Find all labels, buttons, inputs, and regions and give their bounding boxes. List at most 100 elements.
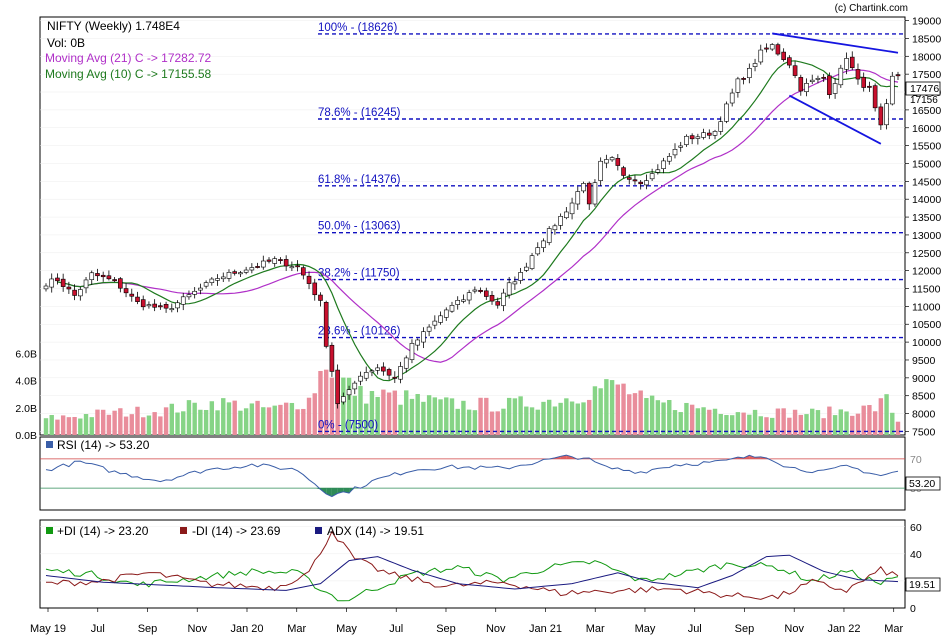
candle	[861, 72, 866, 92]
volume-bar	[392, 390, 398, 435]
candle-body	[661, 160, 666, 169]
volume-bar	[432, 397, 438, 435]
fibonacci-levels: 100% - (18626) 78.6% - (16245) 61.8% - (14…	[318, 22, 905, 433]
candle-body	[398, 366, 403, 380]
candle	[140, 295, 146, 311]
candle-body	[707, 132, 712, 136]
volume-bar	[621, 383, 626, 435]
candle	[318, 292, 323, 307]
volume-bars	[43, 369, 901, 435]
price-candles	[43, 42, 901, 409]
candle-body	[832, 83, 838, 94]
volume-bar	[615, 384, 621, 435]
volume-bar	[815, 410, 821, 435]
candle-body	[192, 290, 197, 295]
candle	[272, 256, 278, 267]
candle	[729, 88, 735, 107]
candle-body	[421, 331, 426, 343]
volume-bar	[369, 390, 375, 435]
volume-bar	[638, 390, 643, 435]
candle-body	[569, 202, 575, 215]
adx-legend-text: ADX (14) -> 19.51	[327, 524, 424, 538]
volume-bar	[735, 412, 741, 435]
candle-body	[598, 160, 603, 181]
price-tick-label: 18500	[912, 33, 941, 45]
volume-bar	[289, 402, 295, 435]
candle-body	[49, 278, 55, 288]
candle	[289, 261, 295, 272]
volume-bar	[89, 417, 94, 435]
candle-body	[506, 282, 512, 296]
candle	[60, 273, 66, 292]
candle-body	[575, 191, 581, 205]
volume-bar	[295, 409, 300, 435]
candle	[135, 291, 140, 305]
candle	[495, 297, 501, 309]
moving-averages	[57, 60, 899, 382]
candle-body	[541, 240, 546, 248]
candle-body	[118, 278, 123, 289]
candle	[95, 268, 100, 281]
candle-body	[209, 278, 215, 283]
volume-bar	[118, 408, 123, 435]
ma10-legend: Moving Avg (10) C -> 17155.58	[45, 67, 212, 81]
volume-bar	[60, 415, 66, 435]
candle	[626, 174, 632, 185]
volume-bar	[346, 377, 352, 435]
candle	[672, 143, 678, 159]
price-tick-label: 10500	[912, 319, 941, 331]
candle	[832, 78, 838, 99]
volume-bar	[850, 415, 855, 435]
candle-body	[781, 51, 786, 60]
candle	[518, 267, 523, 284]
volume-bar	[821, 418, 826, 435]
volume-bar	[95, 409, 100, 435]
candle-body	[872, 85, 878, 109]
dmi-tick-label: 40	[910, 549, 922, 561]
candle	[146, 301, 152, 309]
candle-body	[529, 255, 535, 269]
candle-body	[792, 65, 798, 76]
candle	[552, 223, 558, 235]
candle-body	[146, 304, 152, 307]
volume-bar	[741, 412, 746, 435]
candle	[283, 255, 289, 271]
candle	[712, 129, 718, 140]
candle-body	[712, 131, 718, 136]
volume-bar	[266, 407, 272, 435]
volume-bar	[810, 408, 815, 435]
trendline	[788, 94, 882, 145]
volume-bar	[506, 397, 512, 435]
dmi-legend: +DI (14) -> 23.20 -DI (14) -> 23.69 ADX …	[46, 524, 424, 538]
volume-bar	[404, 390, 409, 435]
volume-bar	[261, 407, 266, 435]
volume-bar	[872, 411, 878, 435]
volume-bar	[364, 403, 369, 435]
candle	[701, 128, 706, 140]
price-tick-label: 19000	[912, 16, 941, 28]
candle	[158, 302, 163, 310]
volume-bar	[141, 417, 146, 435]
volume-bar	[352, 395, 357, 435]
candle-body	[386, 369, 392, 376]
volume-bar	[632, 393, 638, 435]
price-tick-label: 18000	[912, 51, 941, 63]
candle-body	[472, 289, 478, 292]
volume-bar	[123, 416, 129, 435]
candle-body	[787, 57, 792, 66]
volume-bar	[198, 409, 203, 435]
candle	[889, 71, 895, 106]
volume-bar	[867, 405, 872, 435]
dmi-panel-frame	[39, 519, 906, 609]
volume-bar	[609, 380, 615, 435]
candle	[575, 186, 581, 210]
candle-body	[747, 68, 752, 79]
volume-bar	[655, 400, 661, 435]
candle-body	[861, 76, 866, 88]
candle-body	[884, 103, 889, 126]
candle-body	[123, 288, 129, 294]
price-panel-frame	[39, 16, 906, 436]
volume-bar	[55, 419, 60, 435]
candle	[506, 276, 512, 299]
volume-bar	[627, 394, 632, 435]
